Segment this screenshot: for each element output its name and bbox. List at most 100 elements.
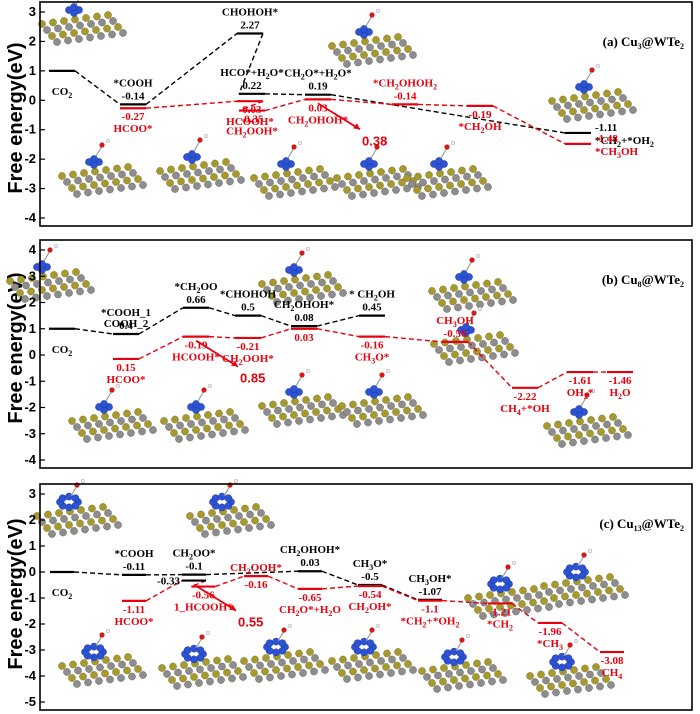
w-atom xyxy=(119,29,127,37)
w-atom xyxy=(343,675,351,683)
slab-structure-icon xyxy=(418,634,507,693)
te-atom xyxy=(602,675,610,683)
te-atom xyxy=(89,427,97,436)
te-atom xyxy=(350,654,358,662)
red-level-value: -1.21 xyxy=(489,606,512,618)
w-atom xyxy=(408,412,416,421)
w-atom xyxy=(263,286,271,294)
te-atom xyxy=(225,421,233,430)
te-atom xyxy=(82,280,90,288)
te-atom xyxy=(54,522,62,531)
black-level-value: -1.11 xyxy=(595,122,617,134)
barrier-value: 0.38 xyxy=(362,133,387,148)
h-atom xyxy=(80,479,85,484)
te-atom xyxy=(486,591,494,599)
te-atom xyxy=(436,169,444,178)
te-atom xyxy=(17,275,25,284)
w-atom xyxy=(64,36,72,45)
red-connector xyxy=(145,579,183,602)
te-atom xyxy=(189,162,197,171)
cu-atom xyxy=(190,655,198,664)
w-atom xyxy=(11,283,19,291)
te-atom xyxy=(323,406,331,415)
panel-title: (a) Cu3@WTe2 xyxy=(603,34,684,51)
w-atom xyxy=(300,655,308,664)
te-atom xyxy=(537,670,545,679)
black-level-label: CH2OHOH* xyxy=(280,544,341,558)
h-atom xyxy=(376,8,381,13)
w-atom xyxy=(165,423,173,431)
w-atom xyxy=(87,20,95,28)
w-atom xyxy=(311,654,319,662)
w-atom xyxy=(564,673,572,682)
te-atom xyxy=(334,283,342,291)
w-atom xyxy=(499,676,507,684)
te-atom xyxy=(290,289,298,297)
te-atom xyxy=(333,174,341,182)
black-level-label: CO2 xyxy=(52,587,73,601)
black-level-label: CH3OH* xyxy=(408,573,452,587)
w-atom xyxy=(299,669,307,677)
te-atom xyxy=(112,411,120,419)
te-atom xyxy=(354,184,362,193)
black-connector xyxy=(260,314,292,327)
te-atom xyxy=(133,421,141,430)
te-atom xyxy=(192,426,200,434)
te-atom xyxy=(482,293,490,301)
w-atom xyxy=(574,113,582,122)
w-atom xyxy=(138,427,146,436)
te-atom xyxy=(592,91,600,99)
h-atom xyxy=(207,384,212,389)
w-atom xyxy=(457,343,465,351)
te-atom xyxy=(592,663,600,671)
w-atom xyxy=(266,178,274,187)
te-atom xyxy=(294,168,302,176)
cu-atom xyxy=(196,646,205,654)
te-atom xyxy=(102,166,110,174)
te-atom xyxy=(365,183,373,191)
w-atom xyxy=(366,43,374,52)
red-level-label: HCOO* xyxy=(106,374,146,386)
y-axis-label-c: Free energy(eV) xyxy=(5,518,27,669)
te-atom xyxy=(186,512,194,520)
w-atom xyxy=(212,528,220,537)
red-level-label: *CH2+*OH2 xyxy=(401,616,460,630)
o-atom xyxy=(581,552,587,558)
te-atom xyxy=(60,283,68,291)
red-level-value: -0.56 xyxy=(444,328,467,340)
black-level-label: *COOH_1 xyxy=(101,307,151,319)
w-atom xyxy=(388,40,396,49)
w-atom xyxy=(96,663,104,672)
black-level-label: HCO*+H2O* xyxy=(220,67,284,81)
o-atom xyxy=(299,372,305,378)
w-atom xyxy=(559,426,567,435)
te-atom xyxy=(562,579,570,587)
bond xyxy=(585,70,593,82)
te-atom xyxy=(260,186,268,194)
w-atom xyxy=(74,176,82,185)
te-atom xyxy=(457,180,465,188)
slab-structure-icon xyxy=(68,384,157,443)
h-atom xyxy=(591,389,596,394)
te-atom xyxy=(462,661,470,669)
black-connector xyxy=(316,314,360,327)
w-atom xyxy=(423,673,431,681)
te-atom xyxy=(250,174,258,182)
red-level-value: -1.46 xyxy=(609,375,632,387)
te-atom xyxy=(60,17,68,25)
red-level-label: HCOOH* xyxy=(172,352,220,364)
w-atom xyxy=(81,525,89,534)
te-atom xyxy=(404,393,412,401)
te-atom xyxy=(101,412,109,421)
black-level-value: 0.19 xyxy=(308,81,328,93)
te-atom xyxy=(91,167,99,176)
te-atom xyxy=(284,651,292,659)
w-atom xyxy=(359,190,367,199)
te-atom xyxy=(98,516,106,525)
w-atom xyxy=(542,676,550,685)
te-atom xyxy=(494,670,502,678)
w-atom xyxy=(398,400,406,409)
w-atom xyxy=(306,415,314,424)
slab-structure-icon xyxy=(160,384,249,443)
w-atom xyxy=(602,434,610,442)
